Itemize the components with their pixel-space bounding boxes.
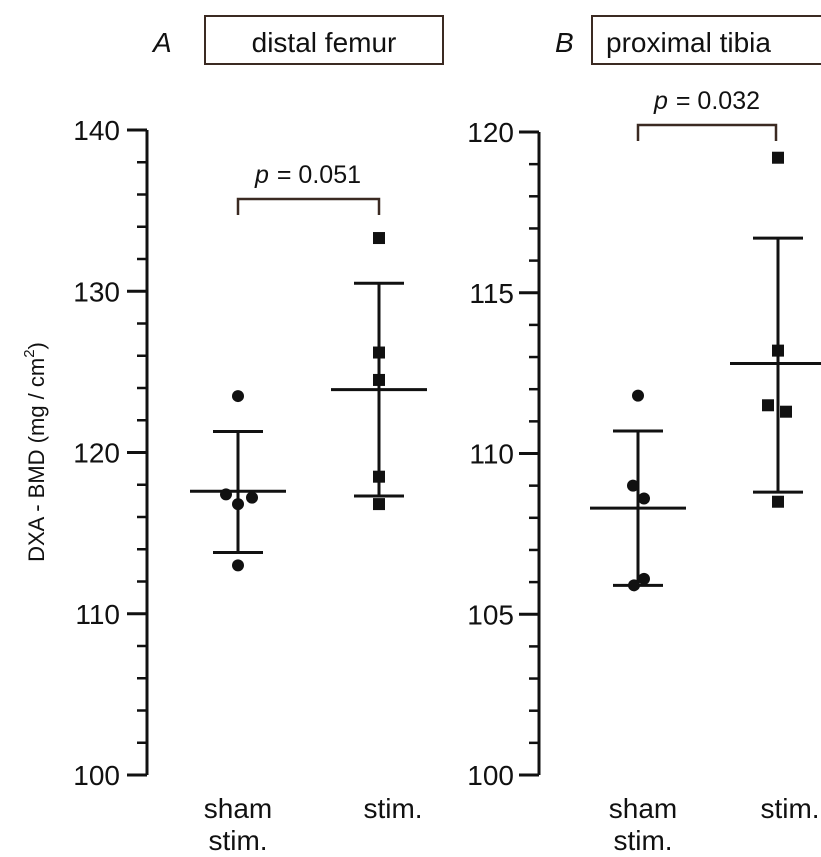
data-point-circle (232, 559, 244, 572)
series-0 (190, 390, 286, 572)
data-point-circle (232, 498, 244, 511)
data-point-circle (220, 488, 232, 501)
y-tick-label: 120 (467, 117, 514, 148)
panel-a-significance: p = 0.051 (236, 161, 381, 215)
series-1 (730, 151, 821, 508)
panel-a-significance-bracket (236, 197, 381, 215)
panel-a: A distal femur 100 110 120 130 140 DXA - BMD… (21, 15, 444, 856)
data-point-circle (246, 491, 258, 504)
y-tick-label: 105 (467, 599, 514, 630)
data-point-square (772, 151, 784, 164)
category-label-sham-stim: stim. (208, 825, 267, 856)
series-1 (331, 232, 427, 511)
data-point-square (373, 232, 385, 245)
data-point-square (772, 495, 784, 508)
panel-a-title: distal femur (252, 27, 397, 58)
y-tick-label: 140 (73, 115, 120, 146)
data-point-square (373, 346, 385, 359)
panel-b-letter: B (555, 27, 574, 58)
category-label-stim: stim. (760, 793, 819, 824)
panel-a-title-box (204, 15, 444, 65)
y-tick-label: 100 (467, 760, 514, 791)
data-point-circle (638, 492, 650, 505)
data-point-square (762, 399, 774, 412)
category-label-sham: sham (609, 793, 677, 824)
category-label-stim: stim. (363, 793, 422, 824)
data-point-square (373, 498, 385, 511)
data-point-circle (232, 390, 244, 403)
panel-b-y-axis: 100 105 110 115 120 (467, 117, 541, 791)
data-point-square (373, 373, 385, 386)
panel-a-y-axis: 100 110 120 130 140 (73, 115, 149, 791)
panel-b-p-value: p = 0.032 (653, 87, 760, 115)
panel-a-p-value: p = 0.051 (254, 161, 361, 189)
data-point-square (772, 344, 784, 357)
data-point-circle (632, 389, 644, 402)
panel-b-data (590, 151, 821, 592)
series-0 (590, 389, 686, 592)
panel-a-letter: A (151, 27, 172, 58)
y-tick-label: 120 (73, 438, 120, 469)
y-tick-label: 130 (73, 276, 120, 307)
data-point-circle (638, 572, 650, 585)
y-tick-label: 110 (469, 439, 514, 470)
data-point-circle (627, 479, 639, 492)
panel-a-x-labels: sham stim. stim. (204, 793, 423, 856)
panel-b-significance-bracket (636, 123, 778, 141)
panel-b: B proximal tibia 100 105 110 115 120 p = 0.03… (467, 15, 821, 856)
category-label-sham-stim: stim. (613, 825, 672, 856)
y-tick-label: 100 (73, 760, 120, 791)
panel-b-title-box (591, 15, 821, 65)
data-point-square (373, 470, 385, 483)
panel-a-data (190, 232, 427, 572)
panel-b-title: proximal tibia (606, 27, 771, 58)
data-point-circle (628, 579, 640, 592)
y-axis-label: DXA - BMD (mg / cm2) (21, 342, 49, 562)
y-tick-label: 115 (469, 278, 514, 309)
panel-b-x-labels: sham stim. stim. (609, 793, 820, 856)
data-point-square (780, 405, 792, 418)
panel-b-significance: p = 0.032 (636, 87, 778, 141)
category-label-sham: sham (204, 793, 272, 824)
y-tick-label: 110 (75, 599, 120, 630)
